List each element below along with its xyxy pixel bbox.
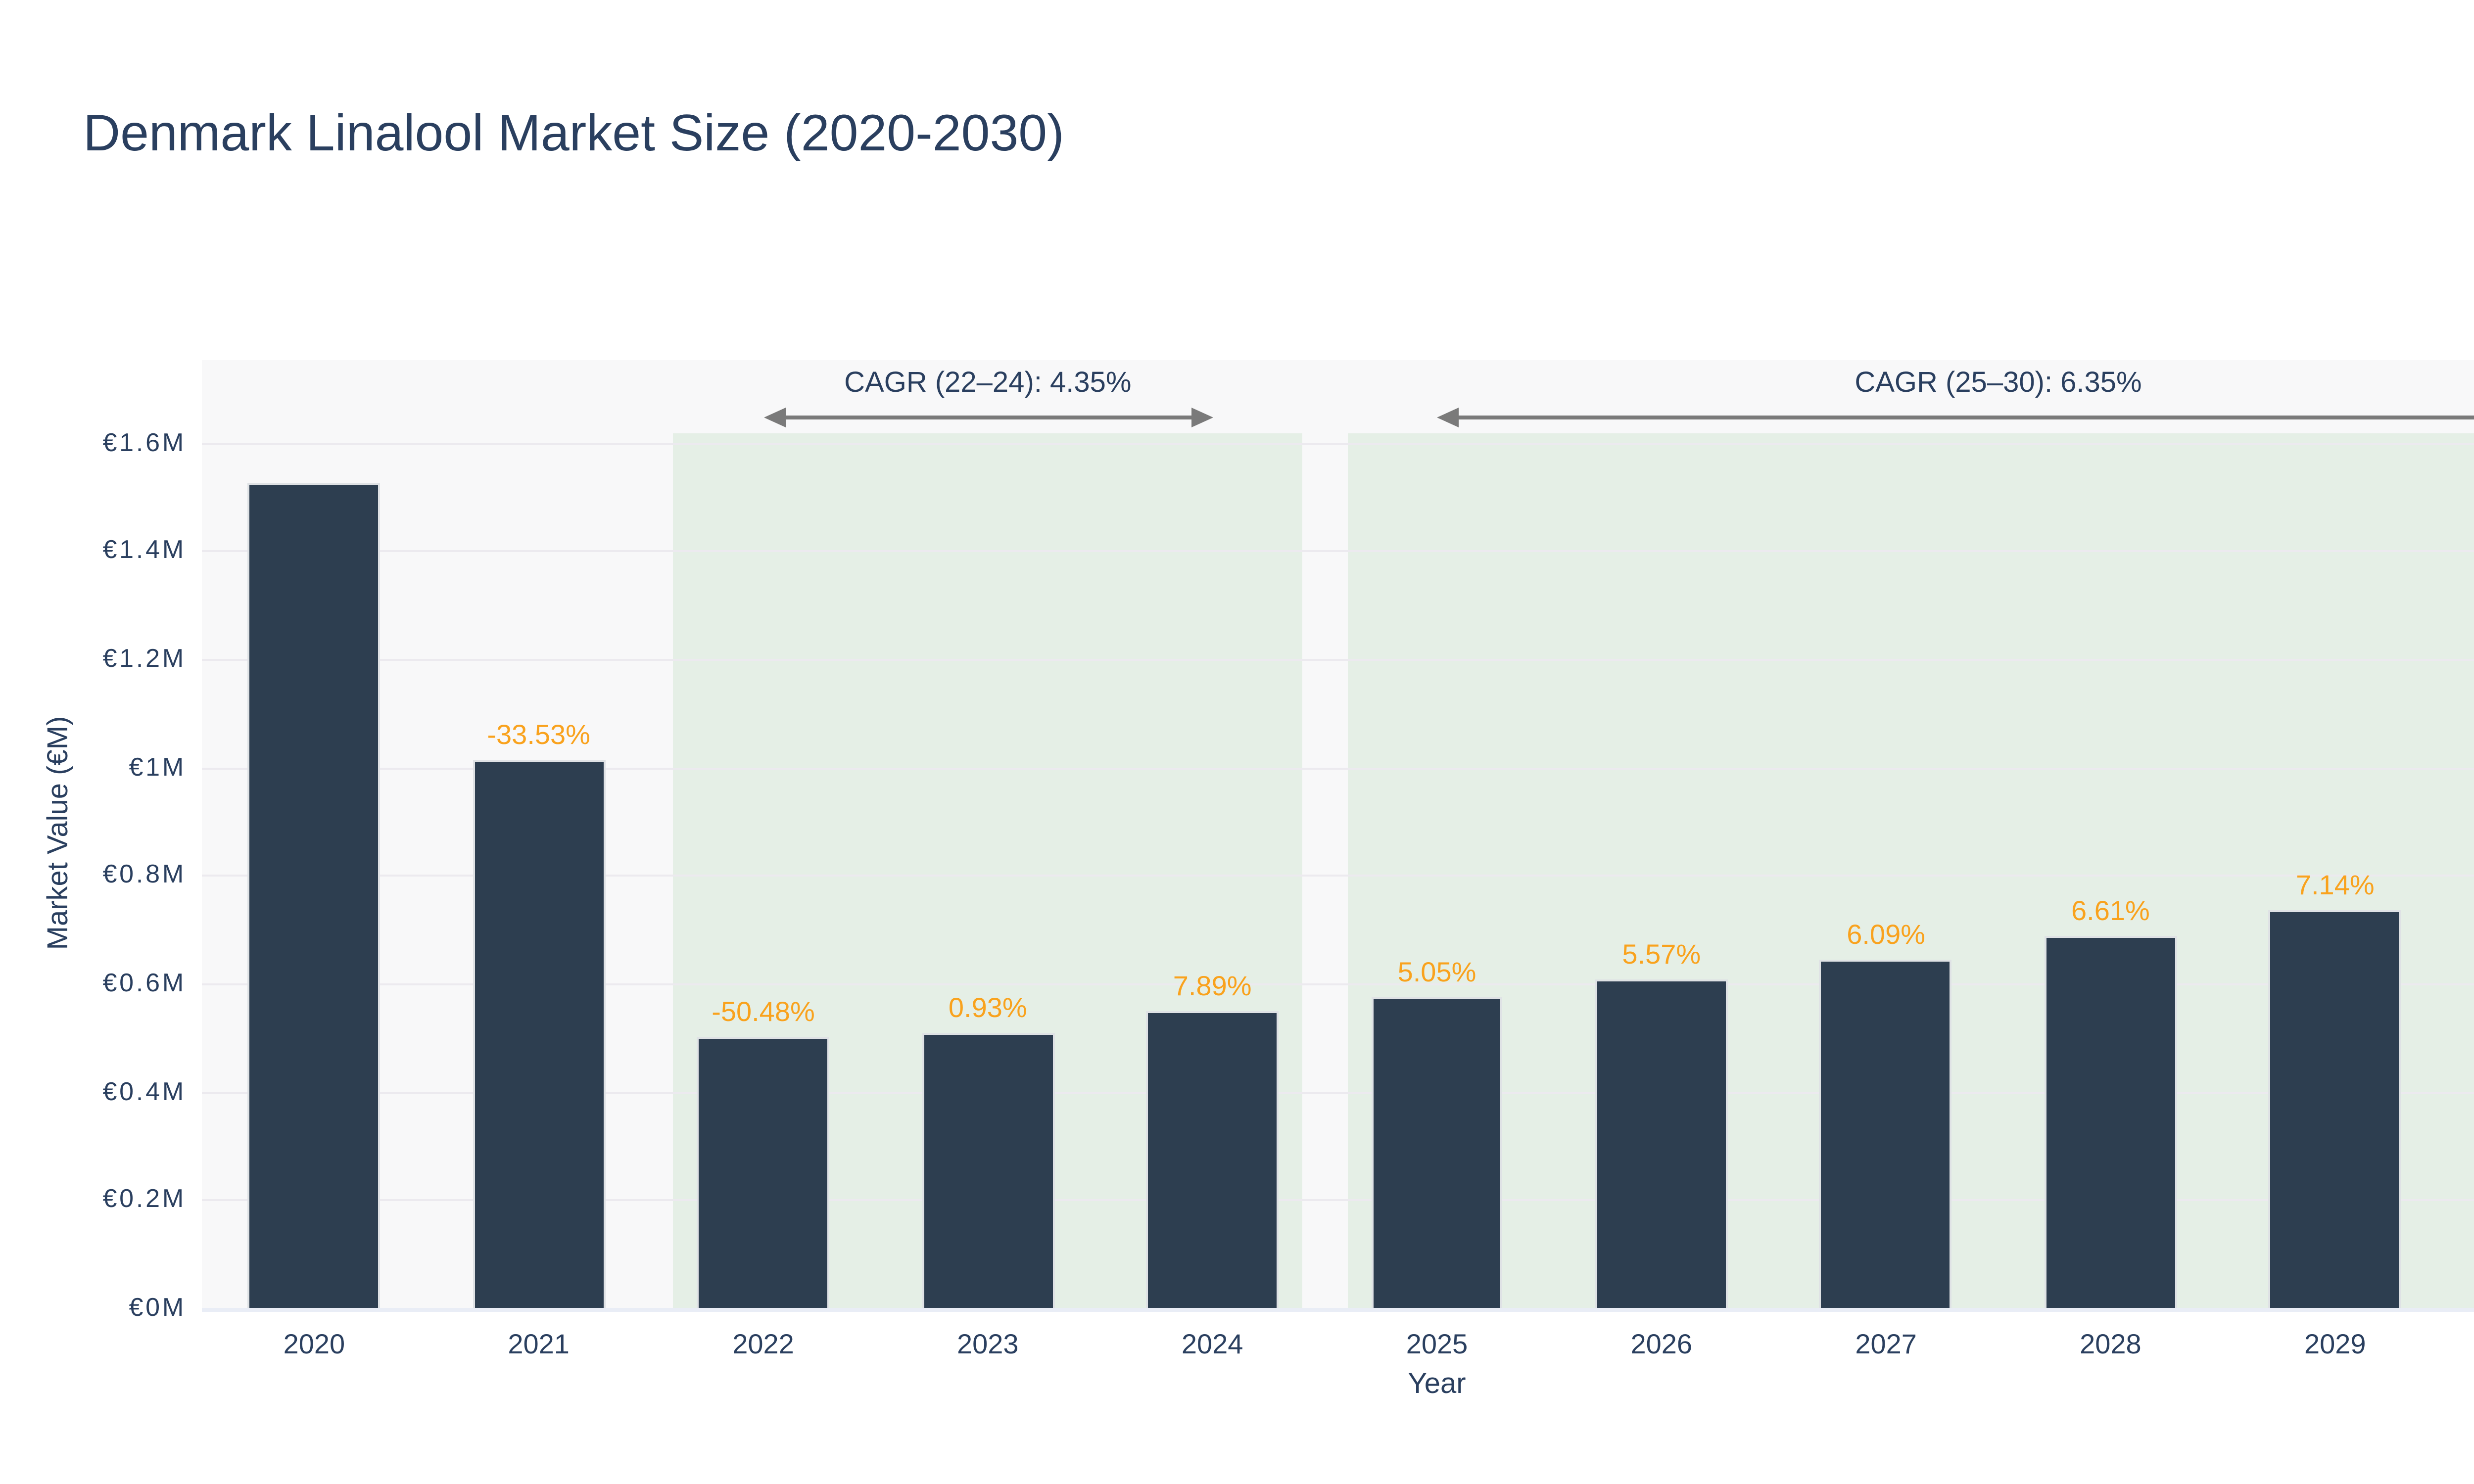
x-tick-label-2025: 2025 [1406, 1328, 1468, 1359]
x-tick-label-2026: 2026 [1630, 1328, 1693, 1359]
bar-growth-label-2024: 7.89% [1173, 970, 1252, 1002]
bar-2020[interactable] [248, 483, 381, 1308]
bar-growth-label-2023: 0.93% [948, 992, 1027, 1024]
x-tick-label-2020: 2020 [283, 1328, 345, 1359]
x-tick-label-2029: 2029 [2304, 1328, 2366, 1359]
x-tick-label-2022: 2022 [732, 1328, 794, 1359]
cagr-arrow-right-head-0 [1190, 408, 1213, 427]
cagr-arrow-line-0 [779, 416, 1197, 419]
y-tick-label: €1.4M [102, 534, 186, 564]
gridline-1.4 [202, 550, 2474, 553]
y-axis-title: Market Value (€M) [44, 716, 75, 950]
bar-2029[interactable] [2269, 910, 2402, 1308]
bar-2023[interactable] [921, 1033, 1054, 1308]
cagr-arrow-left-head-1 [1437, 408, 1459, 427]
gridline-1 [202, 767, 2474, 769]
gridline-0.8 [202, 875, 2474, 878]
gridline-1.6 [202, 442, 2474, 445]
y-tick-label: €0.2M [102, 1184, 186, 1214]
bar-growth-label-2025: 5.05% [1397, 956, 1476, 988]
bar-2026[interactable] [1595, 980, 1728, 1308]
x-tick-label-2024: 2024 [1181, 1328, 1243, 1359]
y-tick-label: €1.6M [102, 426, 186, 457]
cagr-arrow-left-head-0 [763, 408, 785, 427]
cagr-arrow-line-1 [1453, 416, 2474, 419]
bar-2022[interactable] [697, 1036, 830, 1308]
bar-growth-label-2021: -33.53% [487, 718, 590, 750]
gridline-0.4 [202, 1091, 2474, 1094]
y-tick-label: €0M [129, 1292, 186, 1322]
x-tick-label-2021: 2021 [508, 1328, 570, 1359]
bar-growth-label-2026: 5.57% [1622, 938, 1701, 971]
y-tick-label: €1.2M [102, 643, 186, 673]
x-tick-label-2023: 2023 [957, 1328, 1019, 1359]
cagr-annotation-2022-2024: CAGR (22–24): 4.35% [844, 368, 1132, 400]
gridline-0.6 [202, 983, 2474, 985]
bar-2027[interactable] [1819, 960, 1952, 1308]
bar-2025[interactable] [1371, 997, 1503, 1308]
bar-2021[interactable] [472, 759, 605, 1308]
bar-growth-label-2022: -50.48% [712, 995, 815, 1026]
y-tick-label: €0.8M [102, 859, 186, 889]
y-tick-label: €0.6M [102, 967, 186, 997]
bar-2024[interactable] [1146, 1012, 1279, 1308]
y-tick-label: €0.4M [102, 1075, 186, 1106]
x-axis-line [202, 1308, 2474, 1312]
bar-growth-label-2028: 6.61% [2071, 895, 2150, 927]
bar-2028[interactable] [2044, 936, 2177, 1308]
gridline-1.2 [202, 658, 2474, 661]
chart-title: Denmark Linalool Market Size (2020-2030) [83, 103, 1064, 162]
bar-growth-label-2027: 6.09% [1847, 918, 1926, 950]
cagr-annotation-2025-2030: CAGR (25–30): 6.35% [1855, 368, 2142, 400]
gridline-0.2 [202, 1200, 2474, 1202]
y-tick-label: €1M [129, 751, 186, 781]
bar-growth-label-2029: 7.14% [2295, 869, 2375, 901]
x-tick-label-2028: 2028 [2080, 1328, 2141, 1359]
x-axis-title: Year [1408, 1369, 1466, 1401]
x-tick-label-2027: 2027 [1855, 1328, 1917, 1359]
